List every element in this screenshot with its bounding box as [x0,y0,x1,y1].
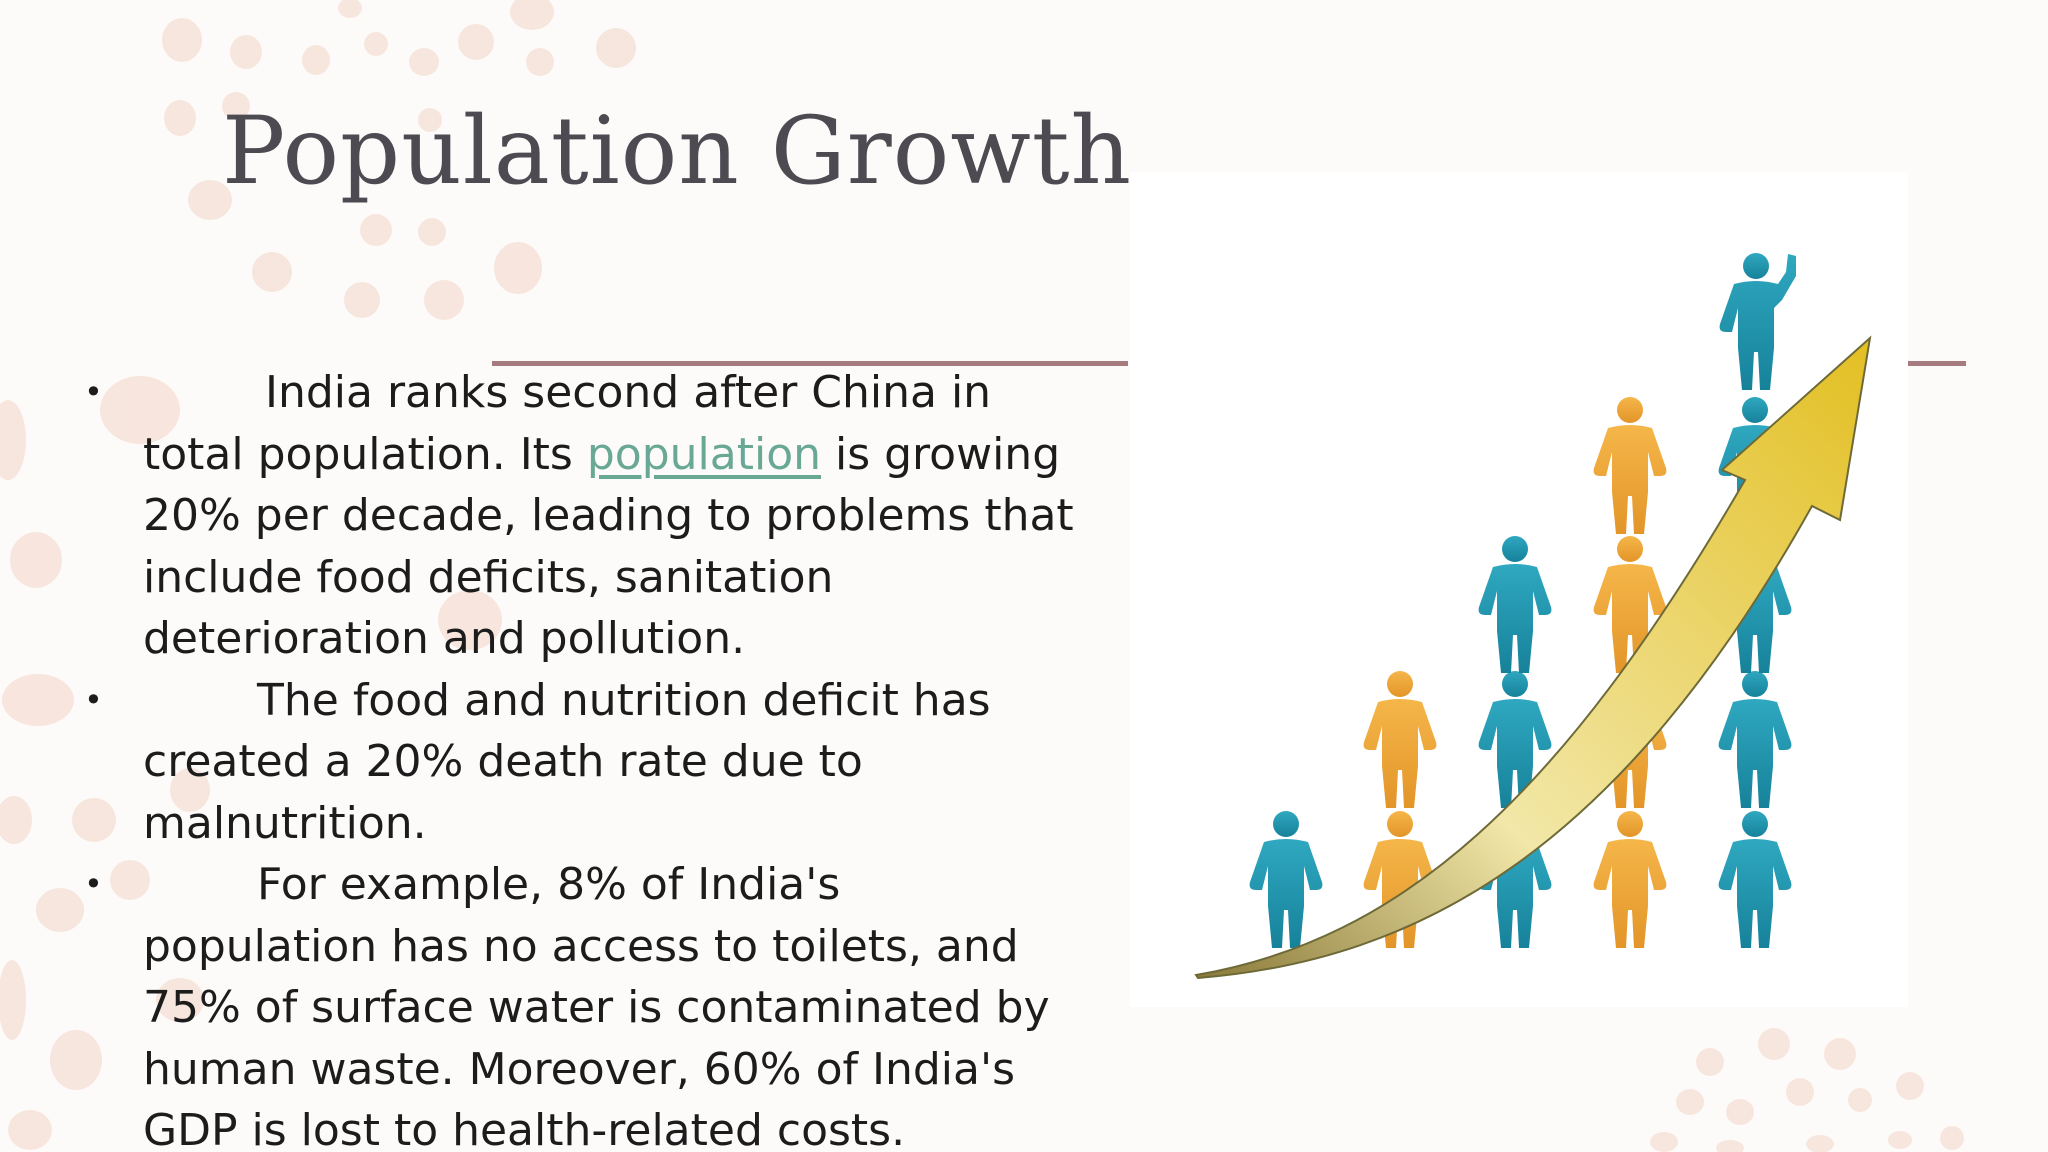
population-growth-people-arrow-illustration [1194,253,1872,980]
title-divider-line [492,361,1128,366]
population-link[interactable]: population [586,428,821,480]
bullet-marker: • [84,680,103,719]
bullet-text: For example, 8% of India's population ha… [143,859,1050,1152]
bullet-item-population-rank: • India ranks second after China in total… [84,362,1084,670]
population-growth-illustration [1130,172,1908,1007]
bullet-list: • India ranks second after China in total… [84,362,1084,1152]
bullet-marker: • [84,373,103,411]
bullet-text: is growing 20% per decade, leading to pr… [143,428,1074,665]
bullet-text: The food and nutrition deficit has creat… [143,674,991,849]
bullet-item-sanitation-example: • For example, 8% of India's population h… [84,854,1084,1152]
bullet-text: India ranks second after China in total … [143,367,992,480]
bullet-marker: • [84,865,103,903]
slide-title: Population Growth [222,97,1133,206]
title-divider-line-end [1908,361,1966,366]
bullet-item-nutrition-deficit: • The food and nutrition deficit has crea… [84,670,1084,855]
